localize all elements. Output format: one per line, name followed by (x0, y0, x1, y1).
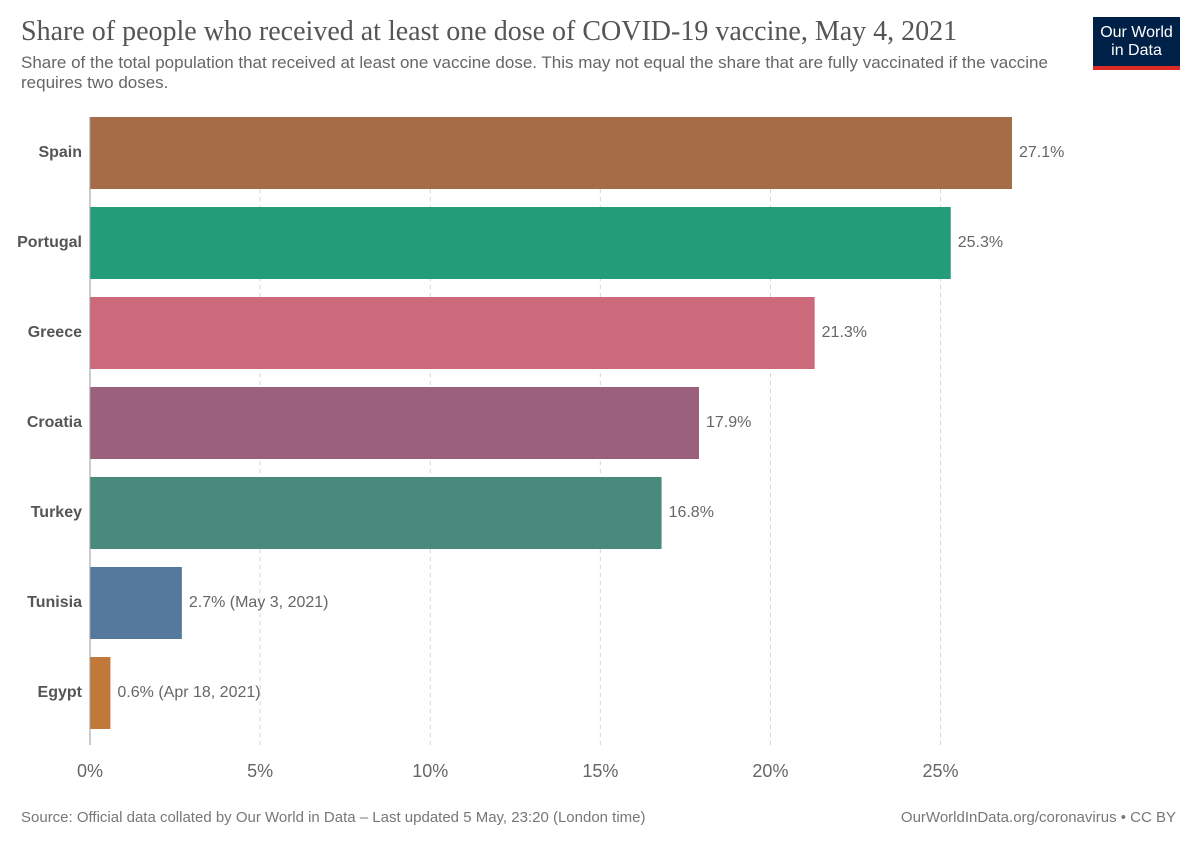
category-label: Tunisia (27, 594, 82, 611)
bar[interactable] (90, 297, 815, 369)
value-label: 0.6% (Apr 18, 2021) (117, 684, 260, 701)
category-label: Croatia (27, 414, 82, 431)
bar[interactable] (90, 477, 662, 549)
category-label: Portugal (17, 234, 82, 251)
category-label: Egypt (38, 684, 83, 701)
bar[interactable] (90, 117, 1012, 189)
bar[interactable] (90, 387, 699, 459)
value-label: 27.1% (1019, 144, 1064, 161)
bar[interactable] (90, 657, 111, 729)
x-tick-label: 10% (412, 761, 448, 781)
category-label: Spain (38, 144, 82, 161)
value-label: 25.3% (958, 234, 1003, 251)
bar-chart: 0% 5% 10% 15% 20% 25% Spain 27.1% Portugal 25.3% G… (17, 117, 1064, 781)
value-label: 16.8% (669, 504, 714, 521)
value-label: 17.9% (706, 414, 751, 431)
logo-line-2: in Data (1111, 42, 1162, 59)
bar[interactable] (90, 207, 951, 279)
x-tick-label: 15% (582, 761, 618, 781)
value-label: 2.7% (May 3, 2021) (189, 594, 329, 611)
source-note: Source: Official data collated by Our Wo… (21, 809, 646, 826)
x-tick-label: 25% (923, 761, 959, 781)
value-label: 21.3% (822, 324, 867, 341)
chart-title: Share of people who received at least on… (21, 16, 958, 47)
category-label: Greece (28, 324, 82, 341)
logo-line-1: Our World (1100, 24, 1173, 41)
x-tick-label: 5% (247, 761, 273, 781)
owid-logo[interactable]: Our World in Data (1093, 17, 1180, 70)
chart-subtitle: Share of the total population that recei… (21, 53, 1048, 92)
bar[interactable] (90, 567, 182, 639)
x-tick-label: 20% (752, 761, 788, 781)
x-tick-label: 0% (77, 761, 103, 781)
source-link[interactable]: OurWorldInData.org/coronavirus • CC BY (900, 809, 1176, 826)
category-label: Turkey (31, 504, 82, 521)
